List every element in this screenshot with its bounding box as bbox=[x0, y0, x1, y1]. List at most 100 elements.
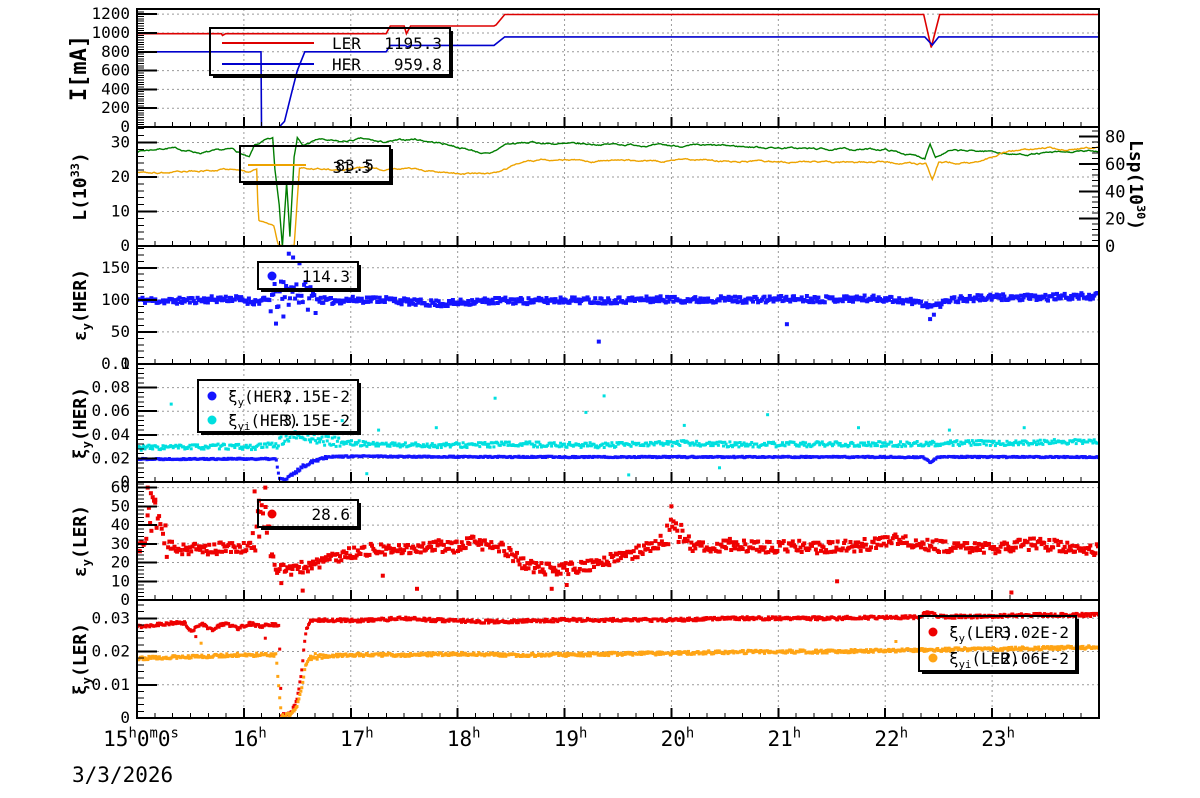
date-label: 3/3/2026 bbox=[72, 763, 173, 787]
y-tick-label: 0.1 bbox=[101, 354, 130, 373]
series-xiyi_LER bbox=[138, 640, 1098, 717]
legend-label: ξy(HER) bbox=[228, 387, 292, 409]
panel-ey-her: 0 50 100 150 εy(HER) 114.3 bbox=[70, 245, 1100, 373]
series-LER bbox=[138, 13, 1098, 48]
y-axis-title-ey-her: εy(HER) bbox=[70, 269, 94, 341]
legend-value: 3.02E-2 bbox=[1002, 623, 1069, 642]
y-tick-label: 40 bbox=[111, 515, 130, 534]
y-ticks bbox=[137, 8, 157, 128]
y-tick-label: 0.04 bbox=[91, 425, 130, 444]
y-tick-label: 60 bbox=[111, 478, 130, 497]
legend-value: 2.06E-2 bbox=[1002, 649, 1069, 668]
legend-label: ξy(LER) bbox=[949, 623, 1013, 645]
y-tick-label: 0 bbox=[120, 708, 130, 727]
y-tick-label: 0 bbox=[120, 117, 130, 136]
series-L bbox=[138, 135, 1098, 245]
x-ticks bbox=[136, 708, 1100, 718]
right-y-tick-label: 60 bbox=[1105, 155, 1125, 175]
legend-value: 3.15E-2 bbox=[283, 411, 350, 430]
legend-label: ξyi(LER) bbox=[949, 649, 1020, 671]
x-tick-label-start: 15h0m0s bbox=[103, 726, 179, 751]
right-axis-title: Lsp(1030) bbox=[1125, 140, 1148, 230]
y-axis-title-ey-ler: εy(LER) bbox=[70, 505, 94, 577]
legend-value: 28.6 bbox=[311, 505, 350, 524]
gridlines bbox=[137, 482, 1099, 600]
legend-label: ξyi(HER) bbox=[228, 411, 299, 433]
x-tick-label: 23h bbox=[981, 726, 1015, 751]
series-ey_LER bbox=[138, 485, 1098, 595]
x-tick-label: 18h bbox=[447, 726, 481, 751]
x-tick-label: 19h bbox=[554, 726, 588, 751]
y-tick-label: 20 bbox=[111, 167, 130, 186]
series-layer bbox=[138, 13, 1098, 126]
y-axis-title-luminosity: L(1033) bbox=[68, 152, 91, 221]
right-y-tick-label: 20 bbox=[1105, 210, 1125, 230]
legend-value: 1195.3 bbox=[384, 34, 442, 53]
y-axis-title-xiy-ler: ξy(LER) bbox=[70, 623, 94, 695]
x-ticks bbox=[136, 236, 1100, 246]
right-y-tick-label: 0 bbox=[1105, 237, 1115, 257]
y-tick-label: 0 bbox=[120, 472, 130, 491]
y-tick-label: 1200 bbox=[91, 4, 130, 23]
y-tick-label: 0 bbox=[120, 590, 130, 609]
y-tick-label: 150 bbox=[101, 258, 130, 277]
y-tick-label: 30 bbox=[111, 133, 130, 152]
legend-value: 114.3 bbox=[302, 267, 350, 286]
y-tick-label: 400 bbox=[101, 79, 130, 98]
legend-luminosity: 83.531.3 bbox=[239, 145, 393, 185]
y-tick-label: 0.03 bbox=[91, 608, 130, 627]
x-tick-label: 22h bbox=[874, 726, 908, 751]
legend-value: 959.8 bbox=[394, 55, 442, 74]
gridlines bbox=[137, 246, 1099, 364]
y-axis-title-beam-current: I[mA] bbox=[67, 35, 92, 101]
series-HER bbox=[138, 36, 1098, 126]
y-tick-label: 10 bbox=[111, 571, 130, 590]
series-xiy_HER bbox=[138, 454, 1098, 481]
series-ey_HER bbox=[138, 251, 1098, 344]
y-tick-label: 10 bbox=[111, 202, 130, 221]
y-tick-label: 0 bbox=[120, 354, 130, 373]
right-y-tick-label: 40 bbox=[1105, 182, 1125, 202]
x-axis-labels: 15h0m0s 16h 17h 18h 19h 20h 21h 22h 23h bbox=[103, 726, 1015, 751]
legend-ey-her: 114.3 bbox=[257, 261, 361, 292]
y-tick-label: 30 bbox=[111, 534, 130, 553]
x-tick-label: 17h bbox=[340, 726, 374, 751]
y-ticks bbox=[137, 604, 157, 719]
legend-label: HER bbox=[332, 55, 361, 74]
y-tick-label: 200 bbox=[101, 98, 130, 117]
y-tick-label: 50 bbox=[111, 322, 130, 341]
y-tick-label: 50 bbox=[111, 496, 130, 515]
y-tick-label: 0.08 bbox=[91, 378, 130, 397]
gridlines bbox=[137, 127, 1099, 246]
y-tick-label: 0.02 bbox=[91, 448, 130, 467]
series-layer bbox=[138, 394, 1098, 481]
legend-xiy-ler: ξy(LER)3.02E-2 ξyi(LER)2.06E-2 bbox=[918, 615, 1079, 674]
series-layer bbox=[138, 135, 1098, 245]
series-Lsp bbox=[138, 146, 1098, 245]
series-layer bbox=[138, 610, 1098, 717]
series-layer bbox=[138, 251, 1098, 344]
legend-value: 31.3 bbox=[332, 158, 371, 177]
legend-label: LER bbox=[332, 34, 361, 53]
series-layer bbox=[138, 485, 1098, 595]
y-tick-label: 1000 bbox=[91, 23, 130, 42]
x-tick-label: 16h bbox=[233, 726, 267, 751]
y-tick-label: 100 bbox=[101, 290, 130, 309]
y-tick-label: 0.06 bbox=[91, 401, 130, 420]
y-tick-label: 0 bbox=[120, 236, 130, 255]
y-tick-label: 800 bbox=[101, 42, 130, 61]
x-tick-label: 20h bbox=[661, 726, 695, 751]
panel-xiy-her: 00.020.040.060.080.1ξy(HER) ξy(HER)2.15E-… bbox=[70, 354, 1100, 491]
x-tick-label: 21h bbox=[768, 726, 802, 751]
y-axis-title-xiy-her: ξy(HER) bbox=[70, 387, 94, 459]
legend-ey-ler: 28.6 bbox=[257, 499, 361, 530]
y-tick-label: 0.02 bbox=[91, 642, 130, 661]
legend-value: 2.15E-2 bbox=[283, 387, 350, 406]
